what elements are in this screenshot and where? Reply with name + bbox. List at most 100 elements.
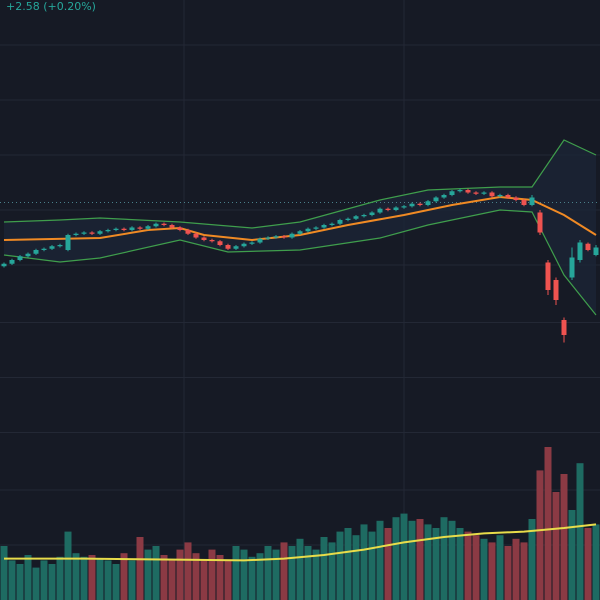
candle-body bbox=[41, 248, 47, 250]
candle-body bbox=[105, 230, 111, 232]
volume-bar bbox=[520, 542, 528, 600]
candle-body bbox=[457, 190, 463, 192]
volume-bar bbox=[480, 538, 488, 600]
candle-body bbox=[449, 191, 455, 195]
volume-bar bbox=[40, 560, 48, 600]
volume-bar bbox=[264, 546, 272, 600]
volume-bar bbox=[224, 560, 232, 600]
candle-body bbox=[25, 253, 31, 257]
candle-body bbox=[225, 245, 231, 249]
volume-bar bbox=[56, 556, 64, 600]
band-lower-line bbox=[3, 209, 597, 316]
candle-body bbox=[417, 203, 423, 205]
volume-bar bbox=[416, 519, 424, 600]
candle-body bbox=[313, 227, 319, 229]
volume-bar bbox=[152, 546, 160, 600]
candle-body bbox=[521, 200, 527, 205]
candle-body bbox=[345, 218, 351, 220]
candle-body bbox=[465, 190, 471, 193]
volume-bar bbox=[408, 520, 416, 600]
candle-body bbox=[561, 320, 567, 335]
volume-bar bbox=[24, 555, 32, 600]
volume-bar bbox=[80, 556, 88, 600]
volume-bar bbox=[200, 560, 208, 600]
candle-body bbox=[281, 236, 287, 238]
candle-body bbox=[257, 238, 263, 243]
candle-body bbox=[585, 243, 591, 250]
volume-bar bbox=[144, 549, 152, 600]
change-label: +2.58 (+0.20%) bbox=[6, 0, 96, 13]
volume-bar bbox=[296, 538, 304, 600]
volume-bar bbox=[288, 546, 296, 600]
volume-bar bbox=[120, 553, 128, 600]
volume-bar bbox=[184, 542, 192, 600]
volume-bar bbox=[48, 564, 56, 600]
candle-body bbox=[297, 231, 303, 234]
candle-body bbox=[433, 197, 439, 202]
volume-bar bbox=[96, 558, 104, 600]
volume-bar bbox=[392, 517, 400, 600]
volume-bar bbox=[336, 531, 344, 600]
volume-bar bbox=[576, 463, 584, 600]
volume-bar bbox=[112, 564, 120, 600]
candle-body bbox=[489, 192, 495, 197]
candle-body bbox=[57, 245, 63, 247]
volume-bar bbox=[456, 528, 464, 600]
candle-body bbox=[393, 207, 399, 210]
candle-body bbox=[577, 242, 583, 260]
candle-body bbox=[113, 228, 119, 230]
volume-bar bbox=[168, 560, 176, 600]
volume-bar bbox=[504, 546, 512, 600]
candle-body bbox=[369, 212, 375, 215]
candle-body bbox=[537, 212, 543, 233]
candle-body bbox=[481, 192, 487, 194]
volume-bar bbox=[424, 524, 432, 600]
volume-bar bbox=[272, 549, 280, 600]
candle-body bbox=[1, 263, 7, 267]
band-fill bbox=[4, 140, 596, 315]
volume-bar bbox=[208, 549, 216, 600]
candle-body bbox=[185, 230, 191, 234]
candle-body bbox=[129, 227, 135, 230]
candle-body bbox=[169, 225, 175, 228]
volume-bar bbox=[432, 528, 440, 600]
volume-bar bbox=[544, 447, 552, 600]
volume-bar bbox=[248, 556, 256, 600]
volume-bar bbox=[312, 549, 320, 600]
volume-bar bbox=[0, 546, 8, 600]
volume-bar bbox=[368, 531, 376, 600]
candle-body bbox=[241, 243, 247, 247]
candle-body bbox=[9, 260, 15, 264]
candle-body bbox=[305, 228, 311, 232]
volume-bar bbox=[360, 524, 368, 600]
candle-body bbox=[89, 232, 95, 234]
candle-body bbox=[529, 197, 535, 205]
volume-bar bbox=[280, 542, 288, 600]
volume-bar bbox=[352, 535, 360, 600]
candle-body bbox=[593, 247, 599, 255]
volume-bar bbox=[568, 510, 576, 600]
volume-bar bbox=[448, 520, 456, 600]
volume-bar bbox=[176, 549, 184, 600]
candle-body bbox=[513, 197, 519, 200]
volume-bar bbox=[64, 531, 72, 600]
price-panel bbox=[0, 139, 600, 343]
candle-body bbox=[145, 226, 151, 229]
volume-bar bbox=[232, 546, 240, 600]
volume-bar bbox=[72, 553, 80, 600]
volume-bar bbox=[320, 537, 328, 600]
volume-bar bbox=[496, 535, 504, 600]
candle-body bbox=[33, 250, 39, 254]
volume-bar bbox=[32, 567, 40, 600]
volume-bar bbox=[136, 537, 144, 600]
volume-bar bbox=[128, 560, 136, 600]
volume-ma-line bbox=[4, 523, 597, 562]
volume-bar bbox=[528, 519, 536, 600]
candle-body bbox=[569, 257, 575, 278]
volume-panel bbox=[0, 447, 600, 600]
volume-bar bbox=[16, 564, 24, 600]
candle-body bbox=[73, 233, 79, 235]
volume-bar bbox=[8, 560, 16, 600]
candle-body bbox=[361, 215, 367, 217]
